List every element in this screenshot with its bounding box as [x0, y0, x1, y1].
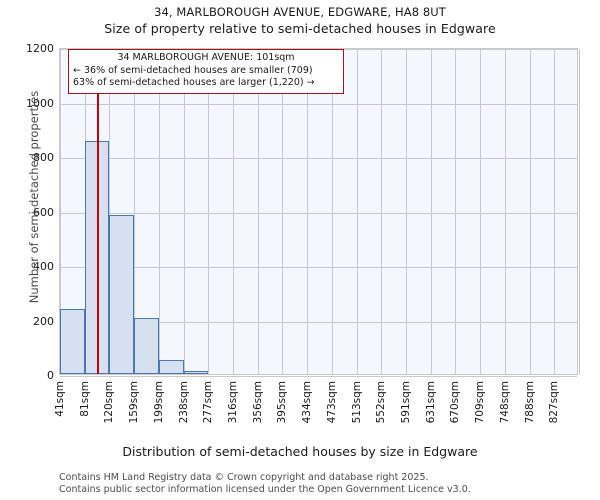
x-tick-label: 591sqm	[400, 381, 412, 424]
gridline-h	[60, 103, 577, 105]
gridline-v	[480, 49, 481, 374]
x-tick-label: 199sqm	[153, 381, 165, 424]
gridline-v	[184, 49, 185, 374]
gridline-h	[60, 376, 577, 377]
histogram-bar	[184, 371, 208, 374]
histogram-bar	[60, 308, 85, 374]
gridline-v	[282, 49, 283, 374]
gridline-v	[134, 49, 135, 374]
x-tick-label: 238sqm	[178, 381, 190, 424]
gridline-v	[406, 49, 407, 374]
y-tick-label: 1000	[26, 96, 54, 110]
gridline-v	[307, 49, 308, 374]
gridline-v	[109, 49, 110, 374]
chart-title: 34, MARLBOROUGH AVENUE, EDGWARE, HA8 8UT	[154, 5, 446, 19]
gridline-v	[431, 49, 432, 374]
y-tick-label: 800	[33, 151, 54, 164]
chart-subtitle: Size of property relative to semi-detach…	[104, 21, 496, 36]
histogram-bar	[134, 317, 159, 374]
annotation-box: 34 MARLBOROUGH AVENUE: 101sqm ← 36% of s…	[68, 49, 344, 94]
x-tick-label: 827sqm	[548, 381, 560, 424]
annotation-larger: 63% of semi-detached houses are larger (…	[73, 77, 315, 89]
attribution-line-1: Contains HM Land Registry data © Crown c…	[59, 472, 429, 483]
x-tick-label: 513sqm	[351, 381, 363, 424]
x-tick-label: 316sqm	[227, 381, 239, 424]
gridline-v	[159, 49, 160, 374]
gridline-v	[208, 49, 209, 374]
histogram-bar	[109, 214, 134, 374]
y-axis-ticks: 0 200 400 600 800 1000 1200	[0, 0, 54, 500]
x-tick-label: 473sqm	[326, 381, 338, 424]
x-tick-label: 41sqm	[54, 381, 66, 417]
y-tick-label: 400	[33, 260, 54, 273]
gridline-h	[60, 267, 577, 268]
chart-title-block: 34, MARLBOROUGH AVENUE, EDGWARE, HA8 8UT…	[0, 4, 600, 38]
x-tick-label: 159sqm	[128, 381, 140, 424]
attribution-footer: Contains HM Land Registry data © Crown c…	[59, 472, 599, 495]
gridline-h	[60, 321, 577, 323]
histogram-bar	[159, 360, 184, 374]
attribution-line-2: Contains public sector information licen…	[59, 483, 471, 495]
gridline-v	[258, 49, 259, 374]
gridline-v	[505, 49, 506, 374]
x-axis-label: Distribution of semi-detached houses by …	[122, 444, 478, 459]
gridline-v	[332, 49, 333, 374]
x-tick-label: 631sqm	[425, 381, 437, 424]
gridline-h	[60, 212, 577, 214]
x-tick-label: 670sqm	[449, 381, 461, 424]
x-tick-label: 81sqm	[79, 381, 91, 417]
gridline-v	[455, 49, 456, 374]
gridline-v	[357, 49, 358, 374]
y-tick-label: 0	[47, 369, 54, 382]
gridline-v	[530, 49, 531, 374]
gridline-v	[554, 49, 555, 374]
gridline-v	[60, 49, 61, 374]
x-tick-label: 120sqm	[103, 381, 115, 424]
x-tick-label: 395sqm	[276, 381, 288, 424]
gridline-v	[381, 49, 382, 374]
y-tick-label: 600	[33, 205, 54, 219]
x-tick-label: 277sqm	[202, 381, 214, 424]
x-tick-label: 788sqm	[524, 381, 536, 424]
x-tick-label: 748sqm	[499, 381, 511, 424]
property-marker-line	[97, 49, 99, 374]
x-tick-label: 709sqm	[474, 381, 486, 424]
annotation-title: 34 MARLBOROUGH AVENUE: 101sqm	[117, 52, 295, 63]
gridline-v	[233, 49, 234, 374]
x-tick-label: 356sqm	[252, 381, 264, 424]
gridline-h	[60, 158, 577, 159]
gridline-v	[579, 49, 580, 374]
annotation-smaller: ← 36% of semi-detached houses are smalle…	[73, 64, 313, 76]
y-tick-label: 1200	[26, 42, 54, 55]
plot-area	[59, 48, 580, 377]
x-tick-label: 552sqm	[375, 381, 387, 424]
x-tick-label: 434sqm	[301, 381, 313, 424]
y-tick-label: 200	[33, 314, 54, 328]
